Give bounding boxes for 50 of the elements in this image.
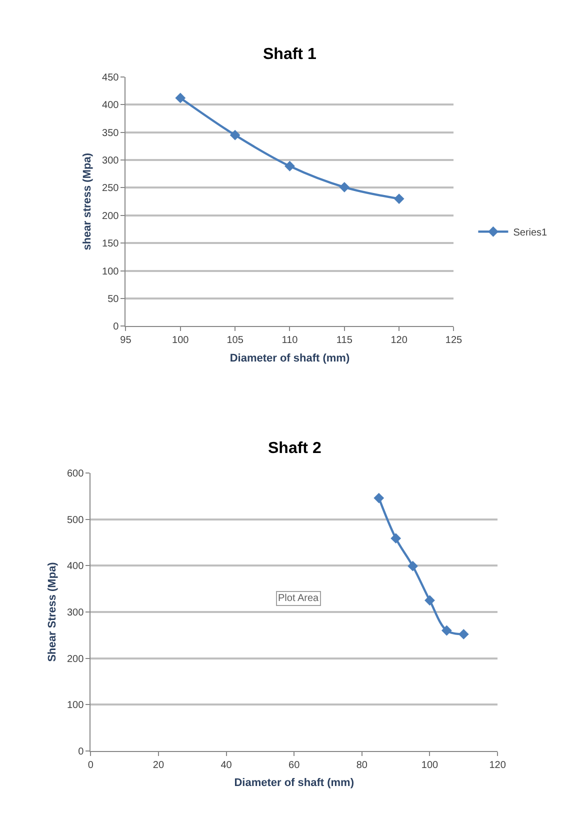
y-tick-label: 200 [66, 654, 84, 665]
y-tick-label: 0 [78, 746, 84, 758]
y-axis-title: Shear Stress (Mpa) [46, 562, 59, 662]
point [458, 628, 469, 640]
y-tick-label: 300 [102, 156, 120, 167]
point [441, 625, 452, 636]
x-tick-label: 20 [152, 760, 164, 771]
x-tick-label: 0 [88, 760, 94, 771]
x-tick-label: 120 [390, 335, 408, 346]
y-tick-label: 400 [102, 100, 120, 112]
y-tick-label: 300 [66, 607, 84, 618]
y-tick-label: 450 [102, 72, 120, 84]
x-tick-label: 100 [172, 335, 190, 346]
x-tick-label: 60 [288, 760, 300, 771]
x-tick-label: 125 [445, 335, 463, 346]
y-tick-label: 100 [102, 266, 120, 278]
point [339, 182, 350, 192]
y-tick-label: 500 [66, 514, 84, 526]
y-axis-title: shear stress (Mpa) [82, 152, 94, 250]
x-tick-label: 80 [356, 760, 368, 771]
y-tick-label: 0 [113, 322, 120, 333]
chart-title: Shaft 2 [268, 440, 322, 457]
y-tick-label: 150 [102, 238, 120, 250]
x-tick-label: 115 [336, 335, 353, 346]
x-tick-label: 105 [226, 335, 244, 346]
y-tick-label: 50 [108, 294, 120, 306]
x-tick-label: 40 [220, 760, 232, 771]
y-tick-label: 350 [102, 128, 120, 139]
y-tick-label: 250 [102, 183, 120, 194]
x-tick-label: 95 [120, 335, 132, 346]
y-tick-label: 600 [66, 468, 84, 480]
chart-title: Shaft 1 [263, 46, 316, 63]
point [390, 533, 402, 544]
x-tick-label: 120 [489, 760, 506, 771]
point [175, 92, 186, 104]
x-axis-title: Diameter of shaft (mm) [234, 777, 354, 790]
point [230, 130, 240, 140]
y-tick-label: 200 [102, 210, 120, 222]
legend-label: Series1 [513, 228, 548, 239]
x-axis-title: Diameter of shaft (mm) [230, 352, 350, 364]
x-tick-label: 110 [282, 335, 298, 346]
point [284, 160, 295, 172]
point [374, 492, 384, 504]
x-tick-label: 100 [421, 760, 439, 771]
point [394, 194, 404, 204]
y-tick-label: 400 [66, 561, 84, 572]
annotation: Plot Area [278, 593, 320, 604]
point [424, 595, 435, 606]
y-tick-label: 100 [66, 700, 84, 712]
point [408, 560, 418, 572]
